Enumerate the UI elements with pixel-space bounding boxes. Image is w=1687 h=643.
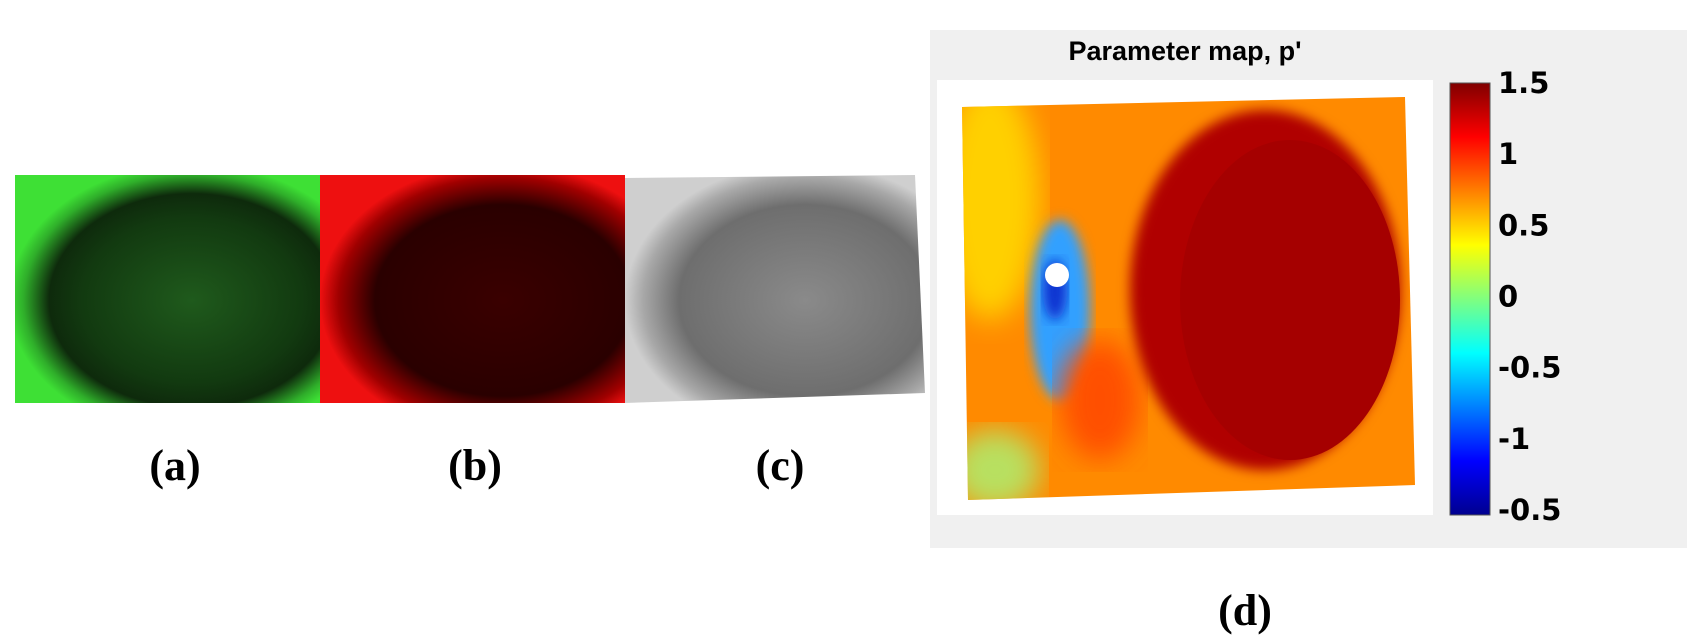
panel-label: (c)	[756, 441, 805, 490]
image-a	[15, 175, 320, 403]
page: (a) (b) (c) Parameter map, p' 1.5 1 0.5 0 -0…	[0, 0, 1687, 643]
parameter-map	[940, 80, 1430, 510]
colorbar-tick-label: -0.5	[1498, 351, 1561, 385]
colorbar-tick-label: 1.5	[1498, 66, 1549, 100]
colorbar-tick-label: 0.5	[1498, 208, 1549, 242]
map-title: Parameter map, p'	[1068, 36, 1301, 66]
colorbar	[1450, 83, 1490, 515]
figure: (a) (b) (c) Parameter map, p' 1.5 1 0.5 0 -0…	[0, 0, 1687, 643]
colorbar-tick-label: 1	[1498, 137, 1518, 171]
colorbar-tick-label: -0.5	[1498, 493, 1561, 527]
colorbar-tick-label: 0	[1498, 280, 1518, 314]
panel-label: (b)	[448, 441, 502, 490]
panel-label: (d)	[1218, 586, 1272, 635]
image-b	[320, 175, 625, 403]
colorbar-tick-label: -1	[1498, 422, 1530, 456]
panel-label: (a)	[149, 441, 200, 490]
image-c	[625, 175, 925, 403]
